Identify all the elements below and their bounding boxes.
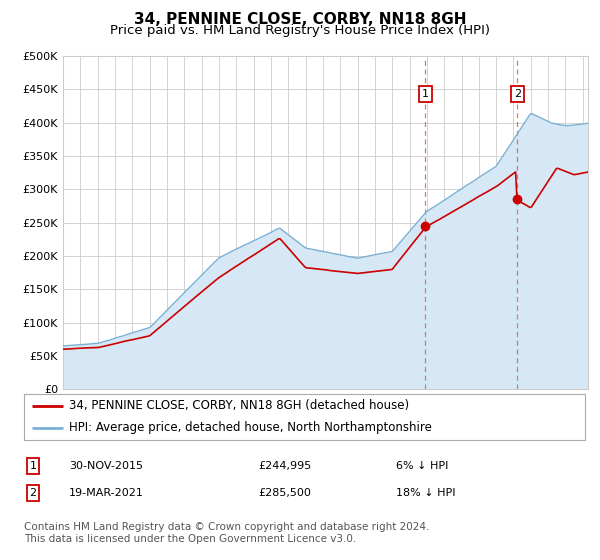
Text: 2: 2 (514, 89, 521, 99)
Text: 30-NOV-2015: 30-NOV-2015 (69, 461, 143, 471)
Text: Price paid vs. HM Land Registry's House Price Index (HPI): Price paid vs. HM Land Registry's House … (110, 24, 490, 36)
Text: 19-MAR-2021: 19-MAR-2021 (69, 488, 144, 498)
Text: 34, PENNINE CLOSE, CORBY, NN18 8GH: 34, PENNINE CLOSE, CORBY, NN18 8GH (134, 12, 466, 27)
Text: 1: 1 (422, 89, 429, 99)
Text: 34, PENNINE CLOSE, CORBY, NN18 8GH (detached house): 34, PENNINE CLOSE, CORBY, NN18 8GH (deta… (69, 399, 409, 412)
Text: HPI: Average price, detached house, North Northamptonshire: HPI: Average price, detached house, Nort… (69, 421, 432, 434)
Text: 1: 1 (29, 461, 37, 471)
Text: Contains HM Land Registry data © Crown copyright and database right 2024.
This d: Contains HM Land Registry data © Crown c… (24, 522, 430, 544)
Text: £285,500: £285,500 (258, 488, 311, 498)
Text: 18% ↓ HPI: 18% ↓ HPI (396, 488, 455, 498)
Text: £244,995: £244,995 (258, 461, 311, 471)
Text: 2: 2 (29, 488, 37, 498)
Text: 6% ↓ HPI: 6% ↓ HPI (396, 461, 448, 471)
